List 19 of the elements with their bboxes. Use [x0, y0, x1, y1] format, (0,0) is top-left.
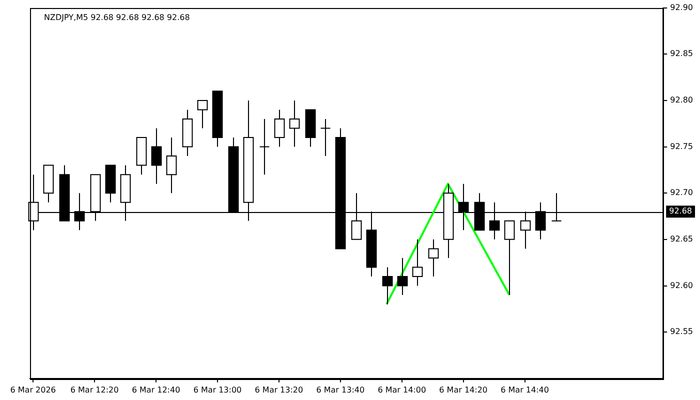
x-tick-label: 6 Mar 14:40: [500, 385, 549, 394]
x-tick-label: 6 Mar 14:20: [439, 385, 488, 394]
y-tick-label: 92.90: [670, 2, 694, 12]
x-tick-label: 6 Mar 2026: [10, 385, 56, 394]
text: NZDJPY,M5 92.68 92.68 92.68 92.68: [44, 12, 190, 22]
y-tick-label: 92.80: [670, 96, 694, 105]
ref-line-label: 92.68: [669, 206, 692, 216]
x-tick-label: 6 Mar 12:40: [132, 385, 180, 394]
y-tick-label: 92.60: [670, 280, 694, 290]
x-tick-label: 6 Mar 13:40: [316, 385, 365, 394]
y-tick-label: 92.85: [670, 49, 694, 58]
x-tick-label: 6 Mar 13:20: [254, 385, 304, 394]
y-tick-label: 92.75: [670, 142, 694, 151]
y-tick-label: 92.55: [670, 327, 694, 336]
x-tick-label: 6 Mar 13:00: [193, 385, 242, 394]
y-tick-label: 92.70: [670, 188, 694, 198]
x-tick-label: 6 Mar 12:20: [70, 385, 119, 394]
x-tick-label: 6 Mar 14:00: [378, 385, 426, 394]
y-tick-label: 92.65: [670, 234, 694, 244]
